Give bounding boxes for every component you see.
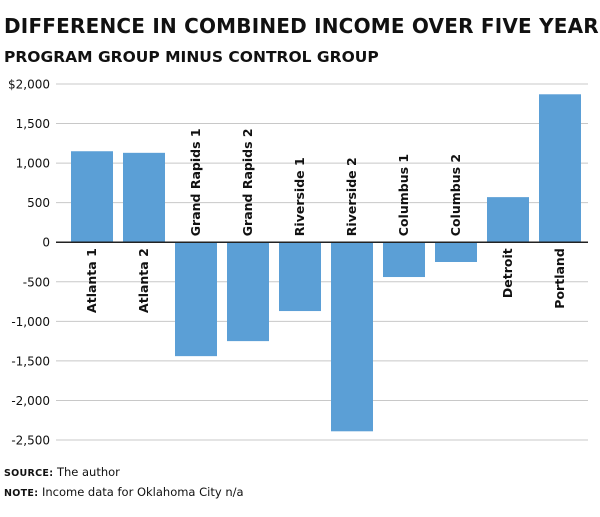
chart-subtitle: PROGRAM GROUP MINUS CONTROL GROUP bbox=[4, 48, 379, 66]
y-tick-label: -2,500 bbox=[11, 434, 50, 448]
category-label: Columbus 2 bbox=[448, 154, 463, 236]
source-text: The author bbox=[56, 465, 120, 479]
chart-title: DIFFERENCE IN COMBINED INCOME OVER FIVE … bbox=[4, 14, 600, 38]
bar bbox=[279, 242, 321, 312]
y-tick-label: -2,000 bbox=[11, 394, 50, 408]
category-label: Portland bbox=[552, 248, 567, 308]
footnote: NOTE: Income data for Oklahoma City n/a bbox=[4, 485, 244, 499]
source-note: SOURCE: The author bbox=[4, 465, 120, 479]
y-tick-label: -1,500 bbox=[11, 354, 50, 368]
y-tick-label: 1,500 bbox=[16, 117, 50, 131]
y-tick-label: -1,000 bbox=[11, 315, 50, 329]
category-label: Atlanta 2 bbox=[136, 248, 151, 313]
bar bbox=[227, 242, 269, 342]
bar bbox=[435, 242, 477, 262]
bar bbox=[71, 151, 113, 243]
note-key: NOTE: bbox=[4, 488, 39, 499]
note-text: Income data for Oklahoma City n/a bbox=[41, 485, 244, 499]
bar bbox=[383, 242, 425, 278]
category-label: Riverside 1 bbox=[292, 157, 307, 236]
y-tick-label: 1,000 bbox=[16, 157, 50, 171]
category-label: Grand Rapids 1 bbox=[188, 128, 203, 236]
bar bbox=[487, 197, 529, 243]
category-label: Detroit bbox=[500, 248, 515, 298]
bar bbox=[175, 242, 217, 357]
y-tick-label: 0 bbox=[42, 236, 50, 250]
category-label: Grand Rapids 2 bbox=[240, 128, 255, 236]
category-label: Riverside 2 bbox=[344, 157, 359, 236]
category-label: Columbus 1 bbox=[396, 154, 411, 236]
y-tick-label: $2,000 bbox=[8, 78, 50, 92]
bar bbox=[539, 94, 581, 243]
source-key: SOURCE: bbox=[4, 468, 54, 479]
bar bbox=[331, 242, 373, 432]
category-label: Atlanta 1 bbox=[84, 248, 99, 313]
y-tick-label: -500 bbox=[23, 275, 50, 289]
y-tick-label: 500 bbox=[27, 196, 50, 210]
bar bbox=[123, 152, 165, 243]
